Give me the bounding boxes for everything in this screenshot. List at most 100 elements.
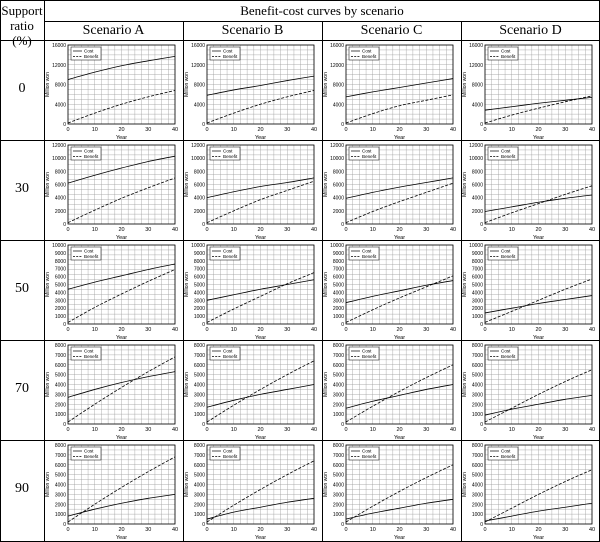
chart-r70-scenario-d-xtick-10: 10	[509, 427, 515, 433]
chart-r90-scenario-d-xtick-20: 20	[535, 527, 541, 533]
chart-r70-scenario-c-series-benefit	[345, 364, 454, 423]
chart-r30-scenario-b-ytick-0: 0	[202, 222, 205, 228]
chart-r90-scenario-a-plot-frame	[67, 444, 176, 525]
chart-r50-scenario-c-ytick-3000: 3000	[333, 298, 344, 304]
chart-r50-scenario-a-ytick-0: 0	[63, 322, 66, 328]
chart-r90-scenario-d-ytick-5000: 5000	[472, 473, 483, 479]
chart-r30-scenario-d-xtick-10: 10	[509, 227, 515, 233]
chart-r70-scenario-b-xtick-30: 30	[284, 427, 290, 433]
support-ratio-header-line2: ratio (%)	[10, 18, 34, 48]
chart-r30-scenario-b-series-cost	[206, 177, 315, 199]
chart-r70-scenario-b-ytick-6000: 6000	[194, 363, 205, 369]
chart-r30-scenario-c-legend-cost: Cost	[362, 149, 372, 154]
chart-r0-scenario-b-xtick-20: 20	[257, 127, 263, 133]
chart-r0-scenario-b: 0 4000 8000 12000 16000 0 10 20 30 40 Year Million …	[184, 43, 317, 141]
chart-r0-scenario-a-xlabel: Year	[116, 135, 127, 141]
chart-r50-scenario-d-ytick-8000: 8000	[472, 259, 483, 265]
chart-r90-scenario-d-ytick-2000: 2000	[472, 502, 483, 508]
chart-r0-scenario-a-xtick-30: 30	[145, 127, 151, 133]
chart-r50-scenario-d-legend-box	[487, 246, 519, 261]
chart-r70-scenario-c-legend-cost: Cost	[362, 349, 372, 354]
chart-r50-scenario-c: 0100020003000400050006000700080009000100…	[323, 243, 456, 341]
chart-r30-scenario-a-ytick-0: 0	[63, 222, 66, 228]
chart-r90-scenario-d-ytick-0: 0	[480, 522, 483, 528]
chart-r70-scenario-a-legend-cost: Cost	[84, 349, 94, 354]
chart-r70-scenario-d-ytick-5000: 5000	[472, 373, 483, 379]
chart-r30-scenario-d-xlabel: Year	[533, 235, 544, 241]
chart-r30-scenario-c-ytick-6000: 6000	[333, 183, 344, 189]
chart-r50-scenario-d-ytick-0: 0	[480, 322, 483, 328]
scenario-b-header: Scenario B	[221, 23, 284, 38]
chart-r0-scenario-d-xtick-30: 30	[562, 127, 568, 133]
chart-r70-scenario-d-xtick-0: 0	[483, 427, 486, 433]
chart-r30-scenario-c-xtick-0: 0	[344, 227, 347, 233]
chart-r90-scenario-a-xtick-20: 20	[118, 527, 124, 533]
chart-r0-scenario-c-xlabel: Year	[394, 135, 405, 141]
chart-r70-scenario-c-series-cost	[345, 384, 454, 409]
chart-r70-scenario-d-ytick-0: 0	[480, 422, 483, 428]
chart-r90-scenario-c-xtick-30: 30	[423, 527, 429, 533]
ratio-label-0: 0	[18, 81, 26, 96]
chart-r0-scenario-c-legend-box	[348, 46, 380, 61]
chart-r50-scenario-b-ylabel: Million won	[184, 272, 190, 297]
chart-r70-scenario-c-xtick-20: 20	[396, 427, 402, 433]
support-ratio-header: Support ratio (%)	[0, 3, 44, 48]
chart-r0-scenario-a-ytick-8000: 8000	[55, 83, 66, 89]
chart-r50-scenario-d-legend-cost: Cost	[501, 249, 511, 254]
chart-r50-scenario-b-xtick-0: 0	[205, 327, 208, 333]
chart-r50-scenario-c-ytick-1000: 1000	[333, 314, 344, 320]
chart-r0-scenario-a-legend-benefit: Benefit	[84, 54, 99, 59]
chart-r70-scenario-a-xtick-20: 20	[118, 427, 124, 433]
chart-r90-scenario-a-xtick-0: 0	[66, 527, 69, 533]
chart-r90-scenario-a-legend-benefit: Benefit	[84, 454, 99, 459]
chart-r90-scenario-a-series-cost	[67, 493, 176, 517]
chart-r70-scenario-b-ytick-0: 0	[202, 422, 205, 428]
chart-r90-scenario-a-xtick-30: 30	[145, 527, 151, 533]
chart-r30-scenario-c-legend-box	[348, 146, 380, 161]
chart-r90-scenario-a-ytick-4000: 4000	[55, 483, 66, 489]
chart-r70-scenario-c-xlabel: Year	[394, 435, 405, 441]
chart-r70-scenario-d-ylabel: Million won	[462, 372, 468, 397]
chart-r90-scenario-b-xtick-40: 40	[311, 527, 317, 533]
chart-r0-scenario-c: 0 4000 8000 12000 16000 0 10 20 30 40 Year Million …	[323, 43, 456, 141]
chart-r90-scenario-a-ylabel: Million won	[45, 472, 51, 497]
chart-r50-scenario-c-xlabel: Year	[394, 335, 405, 341]
chart-r90-scenario-a-ytick-6000: 6000	[55, 463, 66, 469]
chart-r50-scenario-d-ytick-6000: 6000	[472, 275, 483, 281]
chart-r0-scenario-c-xtick-0: 0	[344, 127, 347, 133]
chart-r30-scenario-d-legend-box	[487, 146, 519, 161]
chart-r50-scenario-a-legend-cost: Cost	[84, 249, 94, 254]
chart-r30-scenario-c-series-cost	[345, 177, 454, 199]
chart-r0-scenario-b-ytick-0: 0	[202, 122, 205, 128]
chart-r50-scenario-c-ytick-0: 0	[341, 322, 344, 328]
chart-r0-scenario-c-plot-frame	[345, 44, 454, 125]
chart-r0-scenario-a-series-benefit	[67, 90, 176, 124]
chart-r0-scenario-a-legend-cost: Cost	[84, 49, 94, 54]
chart-r0-scenario-b-plot-frame	[206, 44, 315, 125]
chart-r70-scenario-d-xtick-20: 20	[535, 427, 541, 433]
chart-r70-scenario-b-ytick-7000: 7000	[194, 353, 205, 359]
chart-r70-scenario-c-ytick-7000: 7000	[333, 353, 344, 359]
chart-r90-scenario-a-ytick-0: 0	[63, 522, 66, 528]
chart-r50-scenario-d-ytick-1000: 1000	[472, 314, 483, 320]
chart-r50-scenario-b-legend-benefit: Benefit	[223, 254, 238, 259]
chart-r30-scenario-d-ytick-8000: 8000	[472, 169, 483, 175]
chart-r0-scenario-a-series-cost	[67, 55, 176, 80]
chart-r30-scenario-b-xtick-20: 20	[257, 227, 263, 233]
chart-r0-scenario-d-legend-benefit: Benefit	[501, 54, 516, 59]
chart-r50-scenario-b-ytick-3000: 3000	[194, 298, 205, 304]
chart-r30-scenario-c-xtick-10: 10	[370, 227, 376, 233]
chart-r70-scenario-a-ytick-1000: 1000	[55, 412, 66, 418]
chart-r0-scenario-a: 0 4000 8000 12000 16000 0 10 20 30 40 Year Million …	[45, 43, 178, 141]
chart-r70-scenario-d-ytick-4000: 4000	[472, 383, 483, 389]
chart-r50-scenario-a-ytick-4000: 4000	[55, 290, 66, 296]
chart-r0-scenario-b-series-cost	[206, 75, 315, 96]
table-title: Benefit-cost curves by scenario	[240, 3, 404, 18]
chart-r90-scenario-b-ytick-2000: 2000	[194, 502, 205, 508]
chart-r90-scenario-c-xtick-40: 40	[450, 527, 456, 533]
chart-r90-scenario-b-legend-benefit: Benefit	[223, 454, 238, 459]
chart-r0-scenario-a-ylabel: Million won	[45, 72, 51, 97]
chart-r70-scenario-c-ytick-6000: 6000	[333, 363, 344, 369]
chart-r50-scenario-a-legend-box	[70, 246, 102, 261]
chart-r50-scenario-d-xtick-30: 30	[562, 327, 568, 333]
